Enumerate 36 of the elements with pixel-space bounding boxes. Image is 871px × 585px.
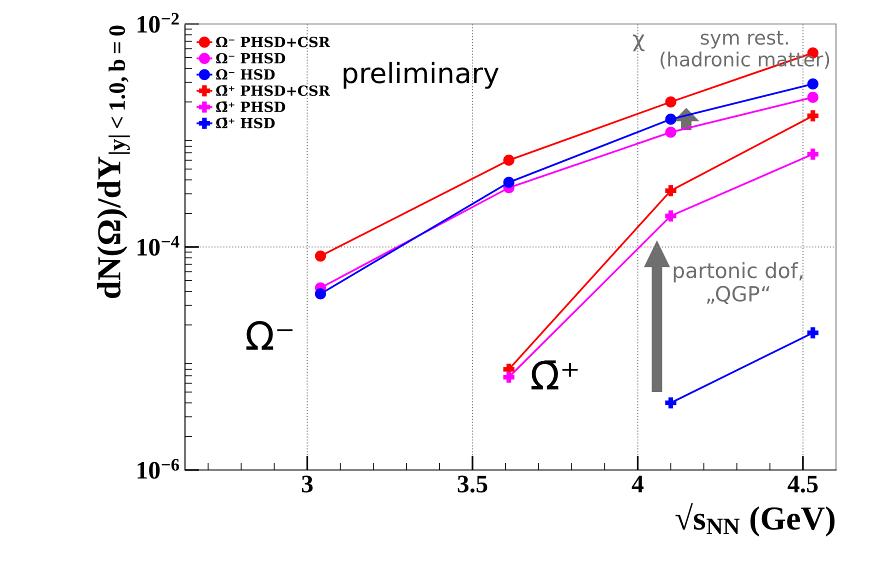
- annotation: Ω⁻: [246, 321, 293, 350]
- point: [503, 176, 514, 188]
- point: [314, 250, 326, 262]
- x-tick-label: 4: [632, 476, 644, 492]
- annotation: partonic dof, „QGP“: [674, 262, 802, 304]
- legend-label: Ω̄⁺ HSD: [216, 118, 275, 128]
- point: [665, 397, 676, 408]
- legend-label: Ω̄⁺ PHSD: [216, 101, 286, 112]
- point: [314, 288, 326, 300]
- point: [665, 185, 676, 196]
- point: [807, 92, 818, 103]
- point: [503, 372, 514, 383]
- point: [503, 154, 514, 166]
- point: [665, 114, 676, 125]
- legend-label: Ω̄⁺ PHSD+CSR: [216, 85, 330, 96]
- annotation: Ω̄⁺: [532, 360, 578, 390]
- legend-label: Ω⁻ PHSD+CSR: [216, 36, 330, 48]
- point: [665, 210, 676, 222]
- point: [665, 96, 676, 108]
- point: [807, 327, 818, 338]
- x-tick-label: 3.5: [458, 476, 488, 493]
- point: [807, 78, 818, 90]
- x-tick-label: 4.5: [788, 476, 818, 493]
- x-axis-title: √s$_{NN}$ (GeV): [675, 503, 835, 537]
- annotation: χ: [632, 34, 644, 52]
- x-tick-label: 3: [302, 476, 313, 492]
- point: [665, 126, 676, 138]
- y-axis-title: dN(Ω)/dY$_{|y|<1.0,b=0}$: [97, 26, 130, 298]
- point: [807, 148, 818, 160]
- legend-label: Ω⁻ PHSD: [216, 52, 286, 64]
- y-tick-label: 10$^{−4}$: [138, 236, 180, 256]
- point: [807, 110, 818, 122]
- y-tick-label: 10$^{−6}$: [138, 458, 180, 479]
- annotation: preliminary: [344, 62, 499, 89]
- legend-label: Ω⁻ HSD: [216, 69, 275, 80]
- y-tick-label: 10$^{−2}$: [138, 12, 179, 33]
